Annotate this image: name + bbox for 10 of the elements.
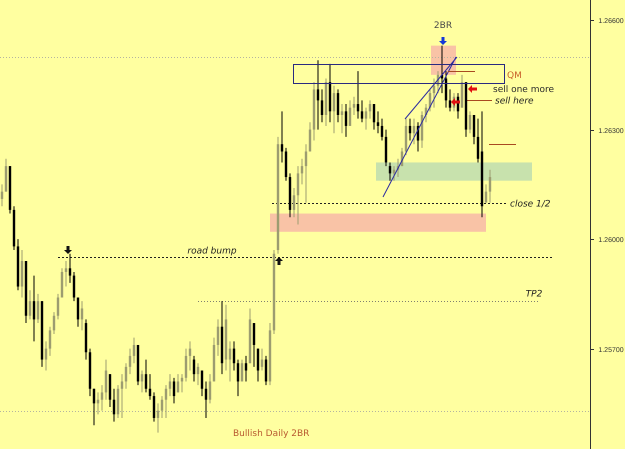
candlestick	[96, 392, 100, 415]
annotation: 2BR	[434, 21, 452, 31]
ref-line-label: TP2	[526, 290, 543, 300]
candlestick	[392, 166, 396, 182]
ref-line-label: sell here	[495, 96, 534, 106]
annotation: QM	[507, 71, 522, 81]
ref-line-label: close 1/2	[510, 200, 551, 210]
annotation: sell one more	[493, 85, 554, 95]
ref-line-label: road bump	[187, 246, 237, 256]
annotation: Bullish Daily 2BR	[233, 429, 310, 439]
